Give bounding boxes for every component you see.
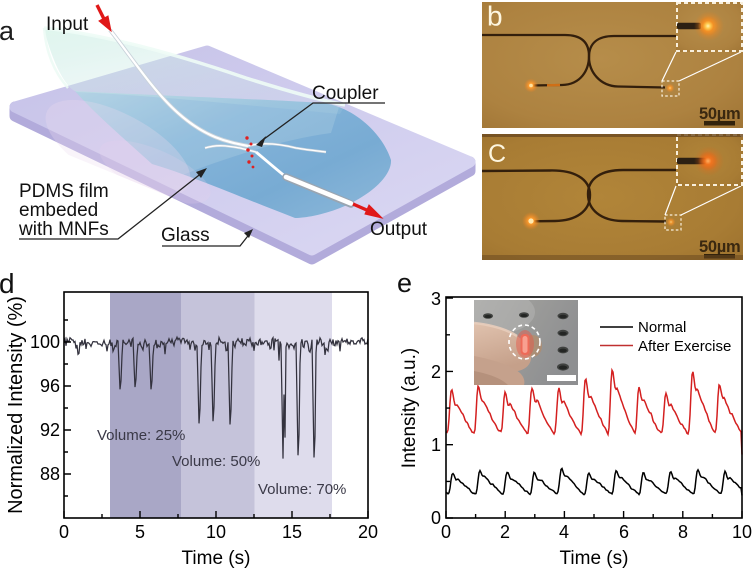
svg-text:3: 3 [431,289,441,309]
svg-text:5: 5 [135,522,145,542]
svg-text:Intensity (a.u.): Intensity (a.u.) [399,348,420,468]
svg-text:Volume: 50%: Volume: 50% [172,453,260,470]
svg-text:96: 96 [40,376,60,396]
svg-text:Coupler: Coupler [312,83,379,104]
svg-text:92: 92 [40,420,60,440]
svg-text:Input: Input [46,14,89,35]
svg-text:b: b [487,1,503,32]
svg-text:1: 1 [431,435,441,455]
svg-text:embeded: embeded [19,200,98,221]
svg-text:2: 2 [500,522,510,542]
svg-text:Time (s): Time (s) [560,548,629,569]
svg-text:Time (s): Time (s) [182,548,251,569]
svg-text:Output: Output [370,219,428,240]
svg-text:Volume: 25%: Volume: 25% [97,427,185,444]
svg-text:PDMS film: PDMS film [19,181,109,202]
svg-text:0: 0 [59,522,69,542]
svg-text:0: 0 [431,508,441,528]
svg-text:Normal: Normal [638,319,686,336]
svg-text:15: 15 [282,522,302,542]
svg-text:C: C [488,140,506,168]
svg-text:8: 8 [678,522,688,542]
svg-text:4: 4 [559,522,569,542]
svg-text:Volume: 70%: Volume: 70% [258,481,346,498]
svg-text:10: 10 [206,522,226,542]
svg-text:0: 0 [441,522,451,542]
svg-text:2: 2 [431,362,441,382]
svg-text:d: d [0,268,15,299]
svg-text:with MNFs: with MNFs [18,219,109,240]
svg-text:e: e [397,268,412,298]
svg-text:Normalized Intensity (%): Normalized Intensity (%) [5,296,27,514]
svg-text:Glass: Glass [161,225,210,246]
svg-text:a: a [0,16,15,46]
svg-text:After Exercise: After Exercise [638,338,731,355]
svg-text:100: 100 [30,332,60,352]
svg-text:88: 88 [40,464,60,484]
svg-text:6: 6 [619,522,629,542]
svg-text:10: 10 [732,522,752,542]
svg-text:50µm: 50µm [699,238,740,256]
svg-text:50µm: 50µm [699,105,740,123]
svg-text:20: 20 [358,522,378,542]
